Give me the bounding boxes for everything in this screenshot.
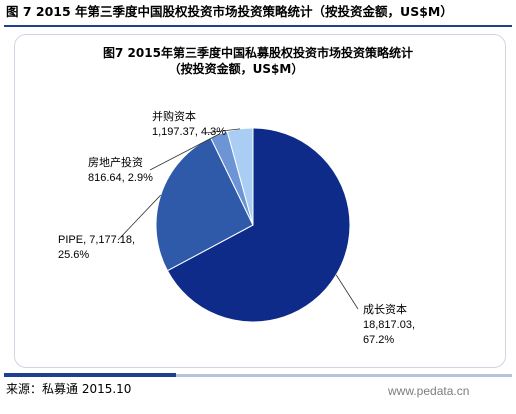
footer-divider-accent <box>4 373 176 377</box>
slice-ma-capital <box>226 127 254 226</box>
slice-growth-capital <box>166 127 351 323</box>
label-growth-name: 成长资本 <box>363 304 407 316</box>
title-divider <box>4 25 512 27</box>
leader-line <box>335 274 359 310</box>
leader-line <box>204 128 241 134</box>
chart-subtitle: （按投资金额，US$M） <box>168 62 304 76</box>
label-pipe-percent: 25.6% <box>58 249 90 261</box>
label-ma-name: 并购资本 <box>152 111 196 123</box>
label-re-value: 816.64 <box>88 172 122 184</box>
label-re-name: 房地产投资 <box>88 157 143 169</box>
watermark-text: www.pedata.cn <box>388 384 470 398</box>
label-growth-percent: 67.2% <box>363 334 395 346</box>
source-note: 来源：私募通 2015.10 <box>6 382 132 396</box>
leader-line <box>117 194 162 241</box>
label-ma-value: 1,197.37 <box>152 126 195 138</box>
footer-divider <box>4 374 512 377</box>
chart-title: 图7 2015年第三季度中国私募股权投资市场投资策略统计 <box>103 46 413 60</box>
label-real-estate: 房地产投资 816.64, 2.9% <box>88 157 153 184</box>
label-growth-value: 18,817.03 <box>363 319 412 331</box>
label-growth-capital: 成长资本 18,817.03, 67.2% <box>363 304 415 346</box>
leader-line <box>149 133 219 171</box>
label-pipe-value: 7,177.18 <box>89 234 133 246</box>
label-re-percent: 2.9% <box>127 172 153 184</box>
label-pipe-name: PIPE <box>58 234 84 246</box>
figure-title: 图 7 2015 年第三季度中国股权投资市场投资策略统计（按投资金额，US$M） <box>6 4 453 19</box>
label-pipe: PIPE, 7,177.18, 25.6% <box>58 234 136 261</box>
label-ma-percent: 4.3% <box>200 126 227 138</box>
label-ma-capital: 并购资本 1,197.37, 4.3% <box>152 111 227 138</box>
